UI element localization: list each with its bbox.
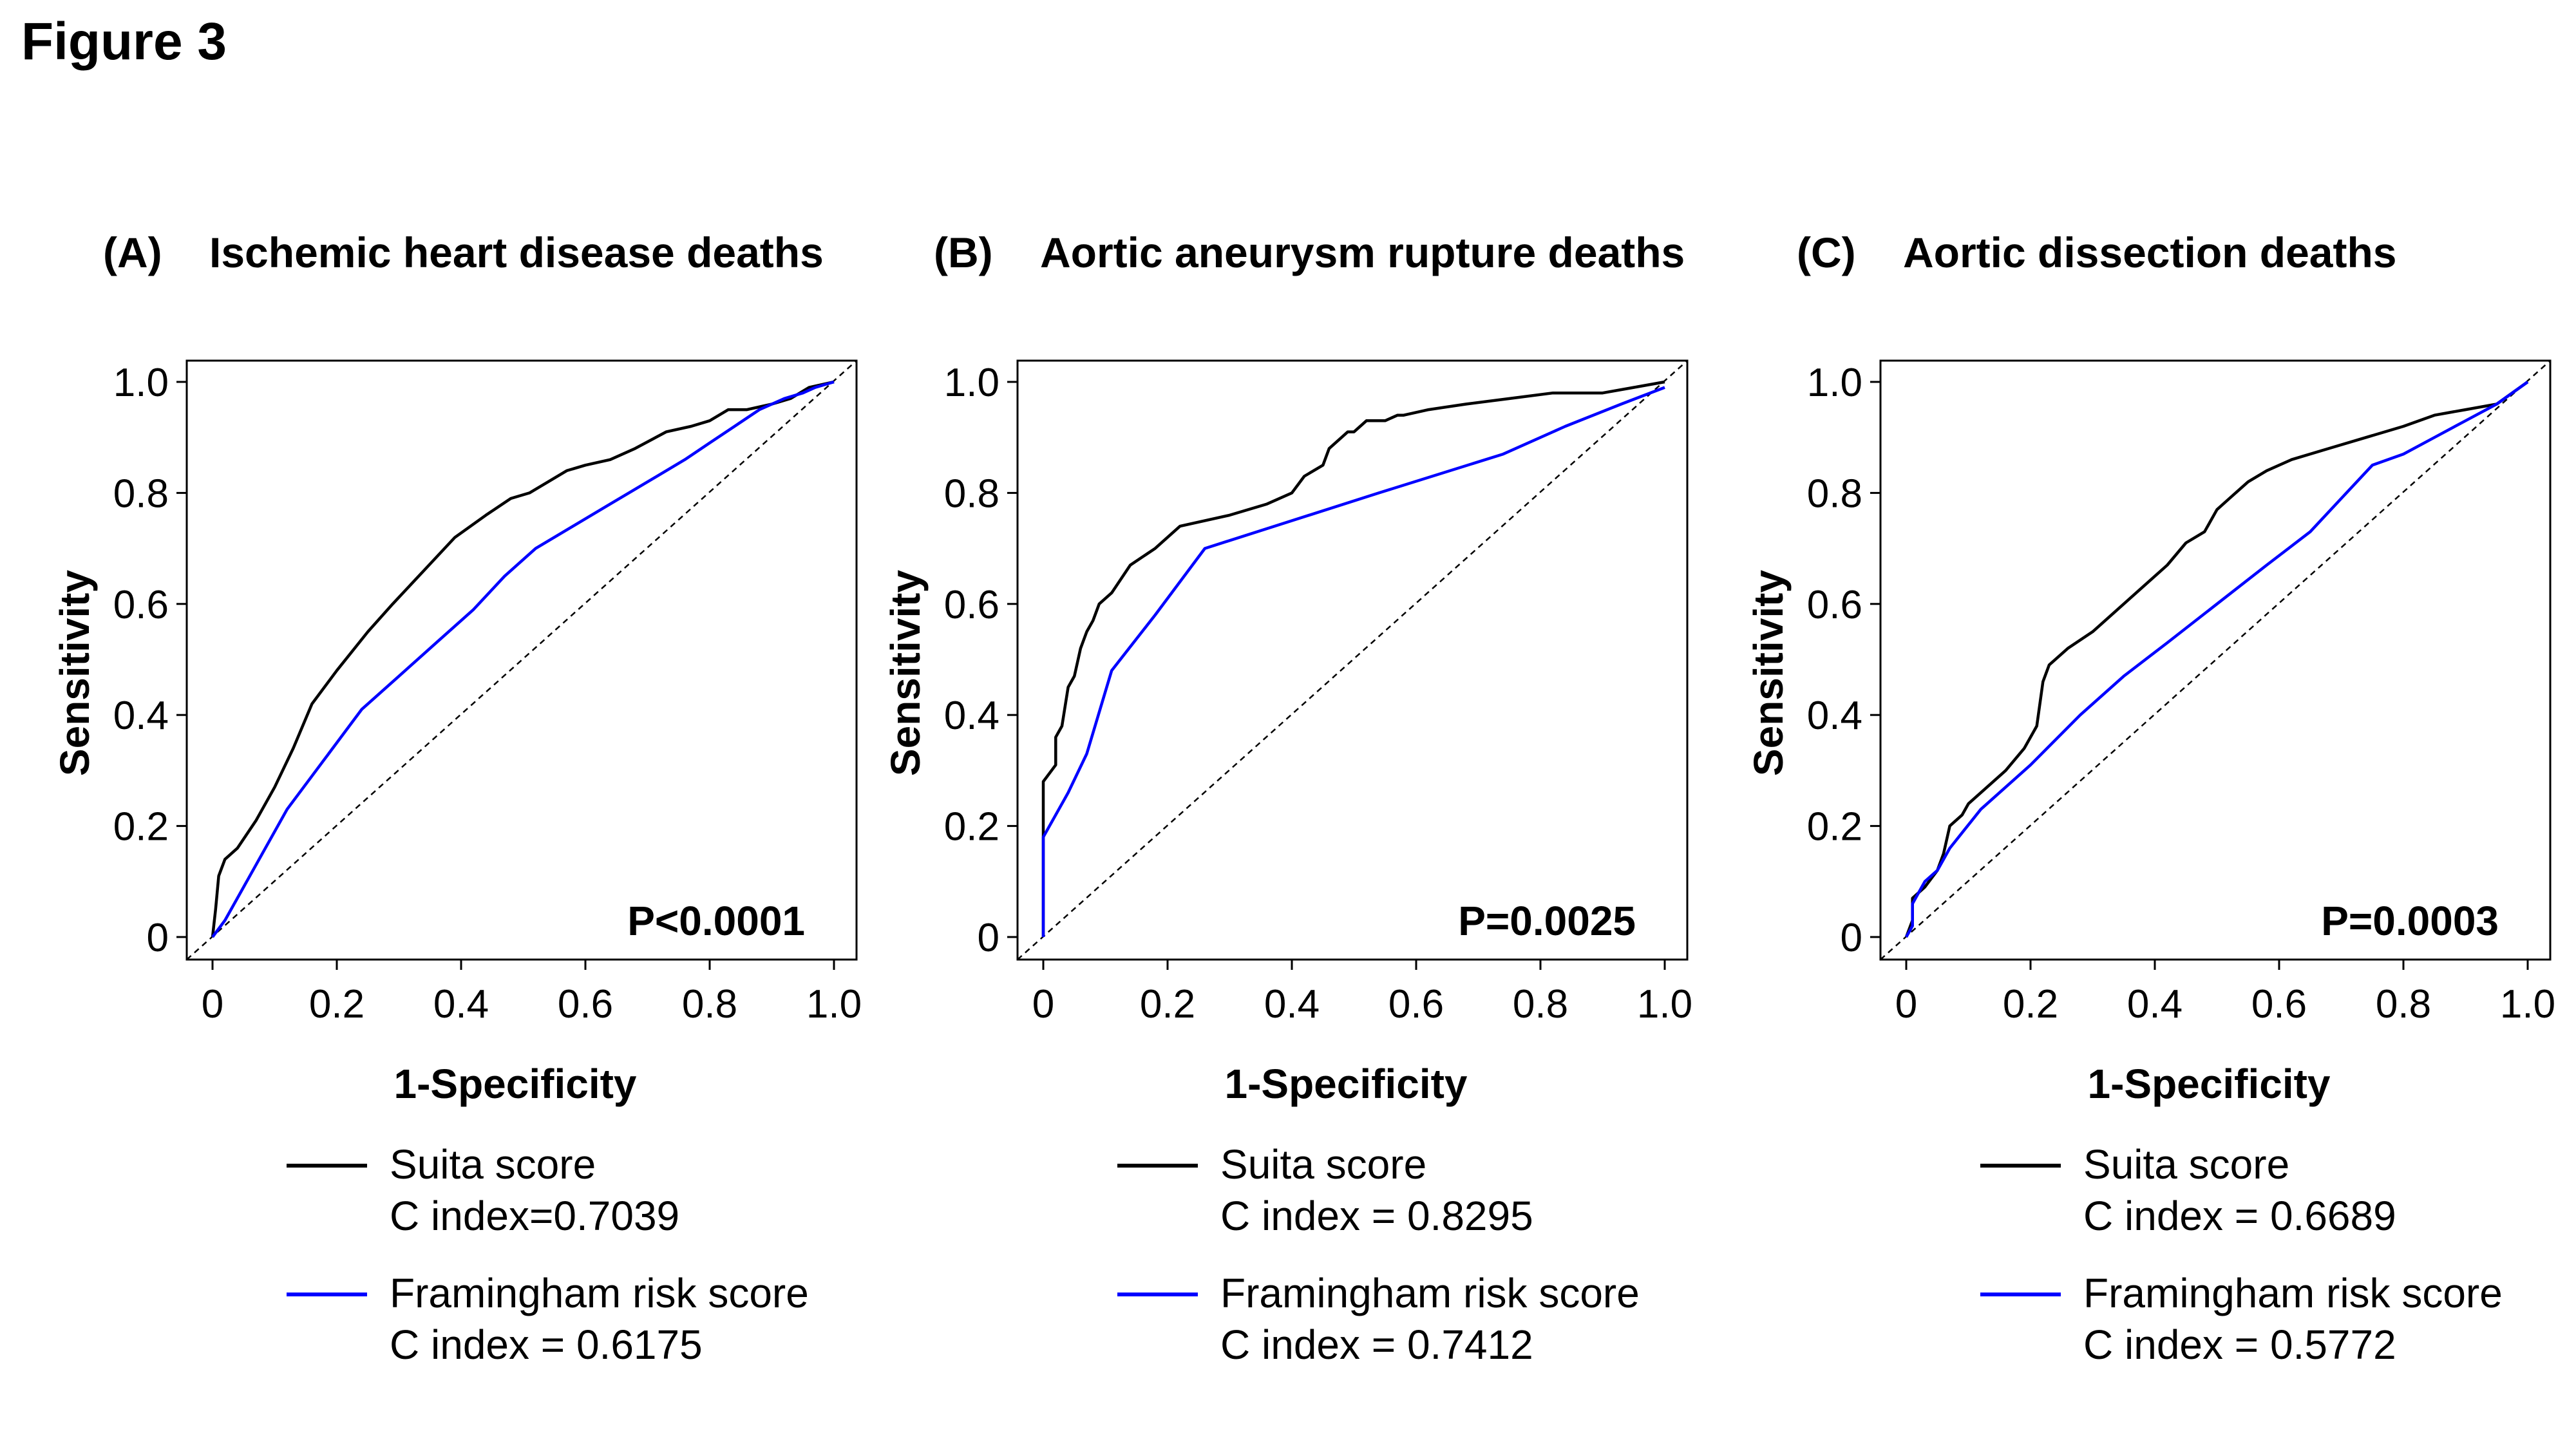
panel-3-xtick-label: 0 bbox=[1895, 982, 1917, 1027]
panel-1-legend-label-suita-score: Suita score bbox=[390, 1141, 596, 1188]
panel-2-x-axis-label: 1-Specificity bbox=[1224, 1061, 1467, 1107]
panel-1-legend-cindex-framingham-risk-score: C index = 0.6175 bbox=[390, 1321, 703, 1368]
panel-3-ytick-label: 0 bbox=[1841, 916, 1862, 960]
panel-1-curve-suita-score bbox=[211, 380, 835, 938]
panel-3-ytick-label: 1.0 bbox=[1807, 361, 1862, 405]
panel-2-xtick-label: 0 bbox=[1032, 982, 1054, 1027]
panel-2-ytick-label: 0.2 bbox=[944, 805, 999, 849]
panel-2-ytick-label: 0.6 bbox=[944, 583, 999, 627]
panel-1-title: Ischemic heart disease deaths bbox=[209, 229, 824, 276]
panel-3-xtick-label: 0.6 bbox=[2251, 982, 2307, 1027]
panel-2-plot-frame bbox=[1016, 359, 1689, 961]
panel-3-xtick-label: 0.4 bbox=[2127, 982, 2183, 1027]
panel-2-label: (B) bbox=[934, 229, 993, 276]
panel-2-ytick-label: 0.8 bbox=[944, 471, 999, 516]
panel-1-ytick-label: 0.2 bbox=[113, 805, 169, 849]
panel-3-xtick-label: 1.0 bbox=[2500, 982, 2555, 1027]
panel-1-legend-label-framingham-risk-score: Framingham risk score bbox=[390, 1270, 809, 1316]
panel-3-ytick-label: 0.6 bbox=[1807, 583, 1862, 627]
panel-3-xtick-label: 0.8 bbox=[2376, 982, 2431, 1027]
panel-2-xtick-label: 1.0 bbox=[1637, 982, 1692, 1027]
panel-3-curve-framingham-risk-score bbox=[1905, 381, 2529, 938]
panel-1-label: (A) bbox=[103, 229, 162, 276]
panel-2-diagonal-line bbox=[1017, 360, 1688, 960]
panel-3-title: Aortic dissection deaths bbox=[1903, 229, 2397, 276]
panel-2-xtick-label: 0.8 bbox=[1513, 982, 1568, 1027]
panel-1-plot-frame bbox=[185, 359, 858, 961]
panel-2-legend-cindex-suita-score: C index = 0.8295 bbox=[1220, 1193, 1533, 1239]
panel-2-ytick-label: 0.4 bbox=[944, 694, 999, 738]
panel-3-plot-frame bbox=[1879, 359, 2552, 961]
panel-3-p-value: P=0.0003 bbox=[2321, 898, 2499, 944]
panel-2-y-axis-label: Sensitivity bbox=[882, 570, 929, 777]
panel-1-ytick-label: 1.0 bbox=[113, 361, 169, 405]
panel-1-y-axis-label: Sensitivity bbox=[52, 570, 98, 777]
panel-2-curve-framingham-risk-score bbox=[1041, 386, 1665, 937]
panel-2-curve-suita-score bbox=[1041, 380, 1665, 937]
panel-1-ytick-label: 0 bbox=[147, 916, 169, 960]
panel-1-ytick-label: 0.6 bbox=[113, 583, 169, 627]
panel-2-legend-label-suita-score: Suita score bbox=[1220, 1141, 1426, 1188]
panel-2-legend-cindex-framingham-risk-score: C index = 0.7412 bbox=[1220, 1321, 1533, 1368]
panel-1-xtick-label: 0.6 bbox=[558, 982, 613, 1027]
panel-3-legend-label-suita-score: Suita score bbox=[2083, 1141, 2289, 1188]
figure-title: Figure 3 bbox=[21, 12, 227, 71]
panel-1-xtick-label: 0.8 bbox=[682, 982, 737, 1027]
panel-2-ytick-label: 1.0 bbox=[944, 361, 999, 405]
panel-1-xtick-label: 1.0 bbox=[806, 982, 862, 1027]
panel-1-curve-framingham-risk-score bbox=[211, 380, 835, 938]
panel-3-legend-cindex-framingham-risk-score: C index = 0.5772 bbox=[2083, 1321, 2396, 1368]
panel-2-legend-label-framingham-risk-score: Framingham risk score bbox=[1220, 1270, 1640, 1316]
panel-1-x-axis-label: 1-Specificity bbox=[393, 1061, 636, 1107]
panel-1-xtick-label: 0.2 bbox=[309, 982, 365, 1027]
panel-3-legend-cindex-suita-score: C index = 0.6689 bbox=[2083, 1193, 2396, 1239]
panel-3-x-axis-label: 1-Specificity bbox=[2087, 1061, 2330, 1107]
panel-2-title: Aortic aneurysm rupture deaths bbox=[1040, 229, 1685, 276]
panel-3-xtick-label: 0.2 bbox=[2003, 982, 2058, 1027]
panel-1-p-value: P<0.0001 bbox=[627, 898, 805, 944]
panel-3-ytick-label: 0.2 bbox=[1807, 805, 1862, 849]
panel-2-p-value: P=0.0025 bbox=[1458, 898, 1636, 944]
panel-2-xtick-label: 0.2 bbox=[1140, 982, 1195, 1027]
panel-1-legend-cindex-suita-score: C index=0.7039 bbox=[390, 1193, 679, 1239]
panel-1-xtick-label: 0 bbox=[202, 982, 223, 1027]
panel-1-ytick-label: 0.4 bbox=[113, 694, 169, 738]
panel-3-y-axis-label: Sensitivity bbox=[1745, 570, 1792, 777]
panel-2-xtick-label: 0.4 bbox=[1264, 982, 1320, 1027]
panel-2-xtick-label: 0.6 bbox=[1388, 982, 1444, 1027]
panel-3-diagonal-line bbox=[1880, 360, 2551, 960]
panel-3-ytick-label: 0.4 bbox=[1807, 694, 1862, 738]
panel-3-curve-suita-score bbox=[1904, 381, 2529, 938]
panel-1-xtick-label: 0.4 bbox=[433, 982, 489, 1027]
panel-1-ytick-label: 0.8 bbox=[113, 471, 169, 516]
panel-1-diagonal-line bbox=[186, 360, 857, 960]
panel-3-legend-label-framingham-risk-score: Framingham risk score bbox=[2083, 1270, 2503, 1316]
panel-2-ytick-label: 0 bbox=[978, 916, 999, 960]
panel-3-ytick-label: 0.8 bbox=[1807, 471, 1862, 516]
panel-3-label: (C) bbox=[1797, 229, 1856, 276]
